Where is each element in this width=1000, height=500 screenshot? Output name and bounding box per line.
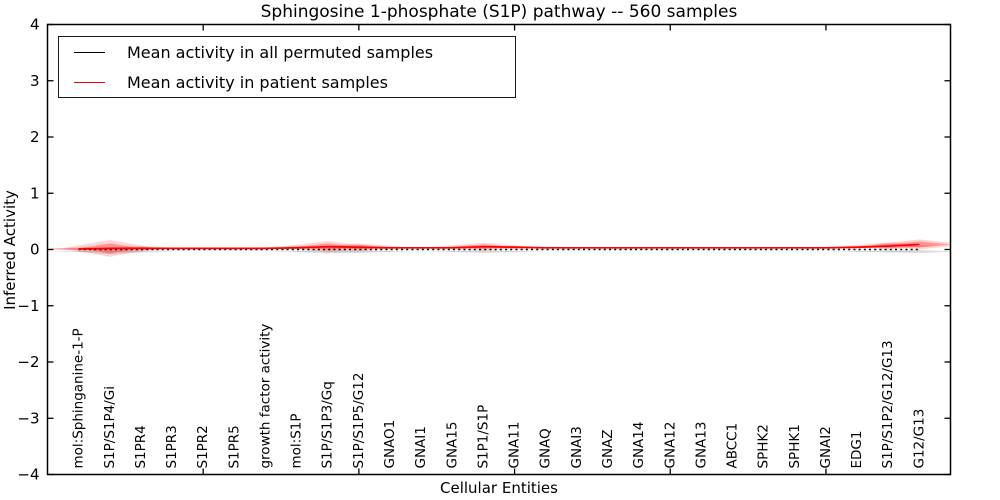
y-tick-label: 4 bbox=[30, 16, 40, 34]
x-category-label: S1PR2 bbox=[195, 425, 211, 468]
x-category-label: SPHK1 bbox=[787, 424, 803, 468]
permuted-spread-violin bbox=[477, 250, 552, 253]
series-layer bbox=[47, 239, 951, 257]
x-category-label: S1P/S1P4/Gi bbox=[102, 386, 118, 469]
x-category-label: GNAI3 bbox=[569, 426, 585, 468]
x-category-label: S1PR3 bbox=[164, 425, 180, 468]
x-category-label: GNA13 bbox=[693, 422, 709, 469]
permuted-spread-violin bbox=[290, 249, 366, 254]
permuted-spread-violin bbox=[47, 250, 117, 253]
permuted-spread-violin bbox=[881, 249, 951, 254]
x-category-label: GNAQ bbox=[538, 428, 554, 468]
chart-title: Sphingosine 1-phosphate (S1P) pathway --… bbox=[260, 2, 738, 22]
x-category-label: GNA15 bbox=[444, 422, 460, 469]
permuted-spread-violin bbox=[321, 249, 397, 254]
x-category-label: GNAZ bbox=[600, 429, 616, 468]
x-category-label: ABCC1 bbox=[725, 423, 741, 469]
permuted-spread-violin bbox=[414, 250, 490, 253]
x-category-label: S1P/S1P3/Gq bbox=[320, 381, 336, 468]
y-tick-label: 3 bbox=[30, 72, 40, 90]
x-category-label: GNA11 bbox=[507, 422, 523, 469]
y-tick-label: 1 bbox=[30, 184, 40, 202]
x-category-label: SPHK2 bbox=[756, 424, 772, 468]
patient-mean-line bbox=[78, 243, 920, 250]
x-category-label: S1P/S1P5/G12 bbox=[351, 373, 367, 469]
y-tick-label: 0 bbox=[30, 241, 40, 259]
legend-line-sample-black bbox=[74, 51, 105, 53]
permuted-spread-violin bbox=[446, 249, 521, 254]
x-category-label: G12/G13 bbox=[911, 409, 927, 469]
legend-item-permuted: Mean activity in all permuted samples bbox=[74, 43, 515, 62]
x-category-label: EDG1 bbox=[849, 431, 865, 469]
x-category-label: GNA12 bbox=[662, 422, 678, 469]
permuted-spread-violin bbox=[352, 250, 428, 253]
permuted-spread-violin bbox=[72, 248, 148, 255]
x-category-label: GNA14 bbox=[631, 422, 647, 469]
y-tick-label: −4 bbox=[17, 466, 39, 484]
x-category-label: GNAI2 bbox=[818, 426, 834, 468]
x-category-label: S1PR5 bbox=[226, 425, 242, 468]
y-tick-label: −3 bbox=[17, 409, 39, 427]
legend-label-permuted: Mean activity in all permuted samples bbox=[127, 42, 434, 62]
x-category-label: mol:Sphinganine-1-P bbox=[71, 328, 87, 468]
permuted-spread-violin bbox=[259, 250, 334, 253]
y-tick-label: 2 bbox=[30, 128, 40, 146]
permuted-spread-violin bbox=[819, 250, 895, 253]
x-category-label: GNAO1 bbox=[382, 420, 398, 469]
legend: Mean activity in all permuted samples Me… bbox=[58, 36, 516, 98]
y-tick-label: −2 bbox=[17, 353, 39, 371]
x-category-label: S1P/S1P2/G12/G13 bbox=[880, 340, 896, 468]
legend-item-patient: Mean activity in patient samples bbox=[74, 73, 515, 92]
permuted-spread-violin bbox=[850, 250, 926, 253]
x-category-label: growth factor activity bbox=[257, 324, 273, 469]
x-category-label: GNAI1 bbox=[413, 426, 429, 468]
x-category-label: mol:S1P bbox=[289, 413, 305, 468]
x-category-label: S1PR4 bbox=[133, 425, 149, 468]
x-category-label: S1P1/S1P bbox=[475, 405, 491, 469]
permuted-spread-violin bbox=[103, 250, 179, 253]
legend-label-patient: Mean activity in patient samples bbox=[127, 72, 388, 92]
legend-line-sample-red bbox=[74, 81, 105, 83]
x-axis-label: Cellular Entities bbox=[440, 479, 558, 497]
y-tick-label: −1 bbox=[17, 297, 39, 315]
